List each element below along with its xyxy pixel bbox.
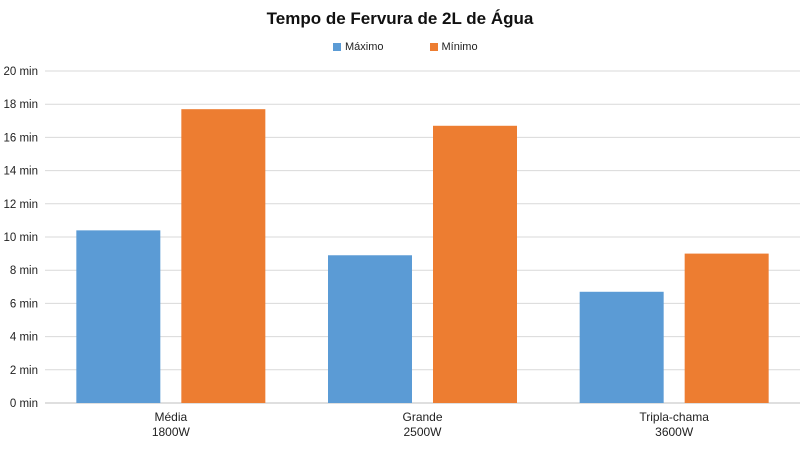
y-tick-label: 12 min [3,199,38,211]
y-tick-label: 16 min [3,132,38,144]
x-category-label: Tripla-chama [639,410,709,424]
y-tick-label: 6 min [10,298,38,310]
legend-swatch-max [333,43,341,51]
y-tick-label: 10 min [3,232,38,244]
legend-item-max: Máximo [333,41,384,53]
bar-max [328,255,412,403]
x-category-sublabel: 3600W [655,425,694,439]
y-tick-label: 8 min [10,265,38,277]
bar-min [433,125,517,403]
y-tick-label: 4 min [10,332,38,344]
legend-label-max: Máximo [345,41,384,53]
x-category-sublabel: 2500W [403,425,442,439]
x-category-label: Média [154,410,187,424]
x-category-sublabel: 1800W [152,425,191,439]
chart-title: Tempo de Fervura de 2L de Água [266,9,534,28]
y-tick-label: 20 min [3,66,38,78]
y-tick-label: 14 min [3,166,38,178]
legend-swatch-min [429,43,438,51]
bar-min [684,253,769,403]
legend-label-min: Mínimo [441,41,478,53]
y-tick-label: 2 min [10,365,38,377]
y-tick-label: 0 min [10,398,38,410]
bar-max [76,230,161,403]
legend-item-min: Mínimo [429,41,478,53]
bar-min [181,109,266,404]
y-tick-label: 18 min [3,99,38,111]
x-category-label: Grande [402,410,442,424]
legend: Máximo Mínimo [333,41,478,53]
bar-max [579,291,664,403]
